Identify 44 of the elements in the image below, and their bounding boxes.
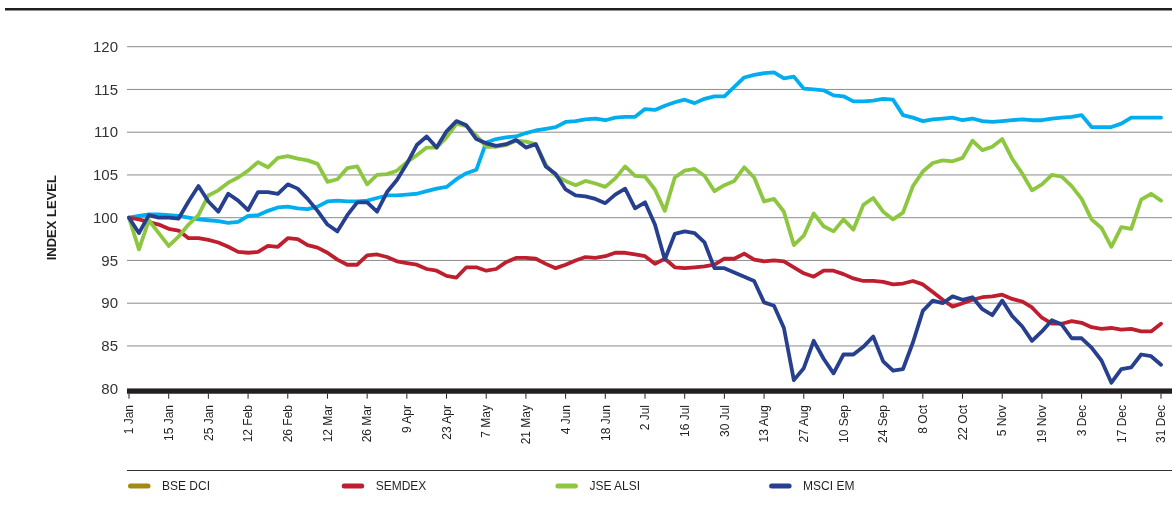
line-series xyxy=(127,215,1163,334)
x-tick-label: 12 Mar xyxy=(320,405,335,443)
y-tick-label: 90 xyxy=(101,294,118,312)
x-tick-label: 7 May xyxy=(479,405,494,438)
y-tick-label: 110 xyxy=(94,123,118,141)
line-series xyxy=(127,119,1163,385)
x-tick-label: 18 Jun xyxy=(598,405,613,442)
x-tick-label: 5 Nov xyxy=(995,405,1010,437)
x-tick-label: 12 Feb xyxy=(241,404,256,443)
legend-label: MSCI EM xyxy=(803,479,855,494)
x-tick-label: 27 Aug xyxy=(796,405,811,443)
y-tick-label: 120 xyxy=(92,37,118,55)
x-tick-label: 15 Jan xyxy=(161,405,176,442)
y-tick-label: 100 xyxy=(92,208,118,226)
x-tick-label: 26 Feb xyxy=(280,404,295,443)
y-tick-label: 105 xyxy=(92,166,118,184)
x-tick-label: 22 Oct xyxy=(955,404,970,441)
x-tick-label: 19 Nov xyxy=(1035,405,1050,444)
y-tick-label: 115 xyxy=(94,80,118,98)
x-tick-label: 31 Dec xyxy=(1154,405,1169,444)
x-tick-label: 8 Oct xyxy=(916,404,931,434)
x-tick-label: 23 Apr xyxy=(439,405,454,440)
x-tick-label: 25 Jan xyxy=(201,405,216,442)
x-tick-label: 2 Jul xyxy=(638,405,653,431)
x-tick-label: 13 Aug xyxy=(757,405,772,443)
x-tick-label: 30 Jul xyxy=(717,405,732,438)
y-axis-title: INDEX LEVEL xyxy=(44,175,60,261)
legend-label: SEMDEX xyxy=(375,479,427,494)
x-tick-label: 9 Apr xyxy=(400,405,415,434)
x-tick-label: 21 May xyxy=(519,405,534,445)
x-tick-label: 17 Dec xyxy=(1114,405,1129,444)
line-series xyxy=(127,70,1163,225)
x-tick-label: 16 Jul xyxy=(677,405,692,438)
x-tick-label: 24 Sep xyxy=(876,404,891,444)
legend-label: BSE DCI xyxy=(162,479,211,494)
x-tick-label: 26 Mar xyxy=(360,405,375,443)
x-tick-label: 4 Jun xyxy=(558,405,573,435)
x-tick-label: 3 Dec xyxy=(1074,405,1089,437)
y-tick-label: 95 xyxy=(101,251,118,269)
y-tick-label: 80 xyxy=(101,379,118,397)
x-tick-label: 1 Jan xyxy=(122,405,137,435)
x-tick-label: 10 Sep xyxy=(836,404,851,444)
y-tick-label: 85 xyxy=(101,337,118,355)
legend-label: JSE ALSI xyxy=(589,479,641,494)
